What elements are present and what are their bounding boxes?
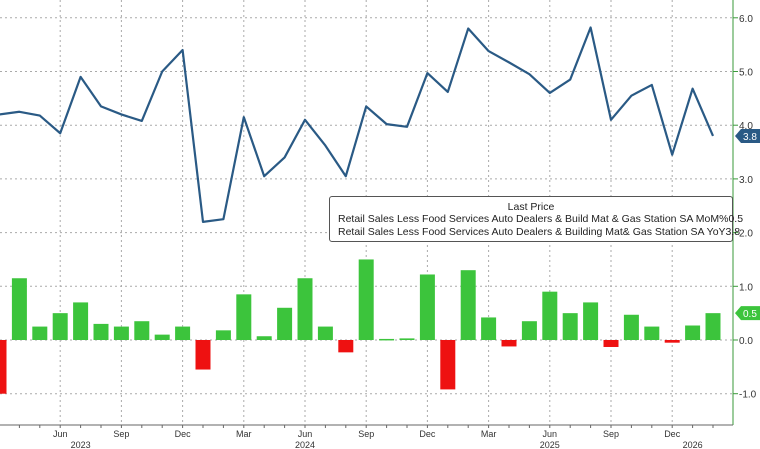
bar (399, 338, 415, 340)
legend-label-yoy: Retail Sales Less Food Services Auto Dea… (338, 226, 726, 238)
bar (644, 326, 660, 340)
legend: Last Price Retail Sales Less Food Servic… (329, 196, 743, 242)
bar (521, 321, 537, 340)
legend-item-yoy: Retail Sales Less Food Services Auto Dea… (335, 226, 740, 239)
bar (93, 323, 109, 340)
bar (460, 270, 476, 340)
bar (154, 334, 170, 340)
y-tick-label: 0.0 (739, 336, 753, 347)
x-tick-label: Jun (53, 429, 68, 439)
legend-item-mom: Retail Sales Less Food Services Auto Dea… (335, 213, 743, 226)
bar (501, 340, 517, 347)
y-tick-label: 1.0 (739, 282, 753, 293)
bar (623, 314, 639, 340)
legend-title: Last Price (507, 201, 555, 213)
last-value-tag-yoy: 3.8 (743, 132, 757, 143)
y-tick-label: -1.0 (739, 390, 757, 401)
bar (685, 325, 701, 340)
last-value-tag-mom-bg (735, 306, 760, 321)
last-value-tag-mom: 0.5 (743, 309, 757, 320)
x-tick-label: Mar (481, 429, 497, 439)
bar (542, 291, 558, 340)
x-tick-label: Sep (113, 429, 129, 439)
x-tick-label: Sep (603, 429, 619, 439)
legend-label-mom: Retail Sales Less Food Services Auto Dea… (338, 213, 729, 225)
y-tick-label: 6.0 (739, 14, 753, 25)
bar (603, 340, 619, 347)
x-tick-label: Mar (236, 429, 252, 439)
bar (277, 307, 293, 340)
last-value-tag-yoy-bg (735, 128, 760, 143)
bar (32, 326, 48, 340)
bar (481, 317, 497, 340)
bar (440, 340, 456, 390)
bar (583, 302, 599, 340)
x-tick-label: Dec (175, 429, 192, 439)
bar (297, 278, 313, 340)
bar (134, 321, 150, 340)
bar (195, 340, 211, 370)
bar (358, 259, 374, 340)
bar (175, 326, 191, 340)
bar (338, 340, 354, 353)
legend-value-yoy: 3.8 (725, 226, 741, 238)
x-tick-label: Sep (358, 429, 374, 439)
bar (236, 294, 252, 340)
x-year-label: 2023 (71, 440, 91, 449)
y-tick-label: 2.0 (739, 229, 753, 240)
bar (52, 313, 68, 340)
bar (11, 278, 27, 340)
bar (113, 326, 129, 340)
x-tick-label: Dec (419, 429, 436, 439)
x-year-label: 2025 (540, 440, 560, 449)
x-tick-label: Dec (664, 429, 681, 439)
legend-value-mom: 0.5 (728, 213, 744, 225)
bar (215, 330, 231, 340)
bar (705, 313, 721, 340)
x-tick-label: Jun (543, 429, 558, 439)
y-tick-label: 3.0 (739, 175, 753, 186)
bar (379, 338, 395, 341)
yoy-line (0, 26, 715, 223)
x-year-label: 2026 (683, 440, 703, 449)
x-tick-label: Jun (298, 429, 313, 439)
y-tick-label: 4.0 (739, 121, 753, 132)
bar (664, 340, 680, 343)
x-year-label: 2024 (295, 440, 315, 449)
bar (73, 302, 89, 340)
bar (562, 313, 578, 340)
y-tick-label: 5.0 (739, 68, 753, 79)
bar (256, 336, 272, 340)
bar (317, 326, 333, 340)
bar (0, 340, 7, 394)
bar (419, 274, 435, 340)
